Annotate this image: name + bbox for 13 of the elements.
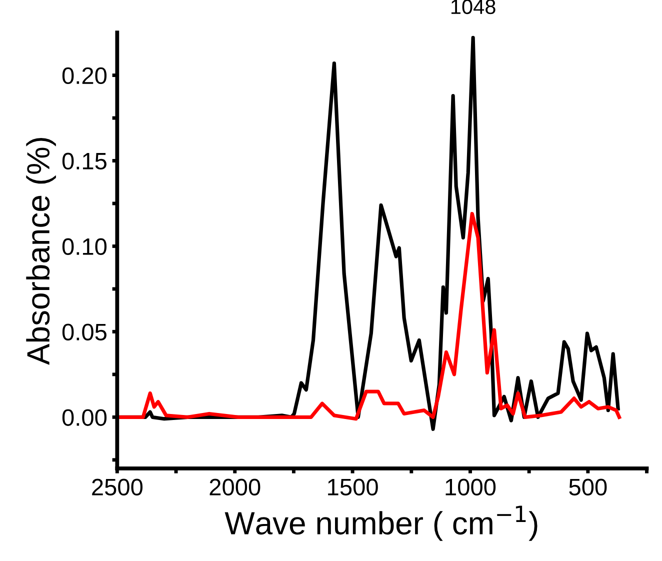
y-axis-title: Absorbance (%) [26, 138, 56, 365]
x-tick-label: 2000 [210, 478, 260, 496]
y-tick-label: 0.00 [62, 409, 107, 426]
y-tick-label: 0.15 [62, 152, 106, 170]
y-tick-label: 0.20 [62, 67, 107, 84]
x-tick-label: 2500 [92, 478, 143, 496]
x-tick-label: 500 [569, 478, 607, 496]
x-tick-label: 1000 [446, 478, 496, 496]
x-axis-title: Wave number ( cm$^{−1}$) [224, 506, 538, 541]
x-tick-label: 1500 [328, 478, 378, 496]
line-series [117, 212, 622, 421]
y-tick-label: 0.10 [62, 238, 107, 255]
y-tick-label: 0.05 [62, 324, 106, 340]
